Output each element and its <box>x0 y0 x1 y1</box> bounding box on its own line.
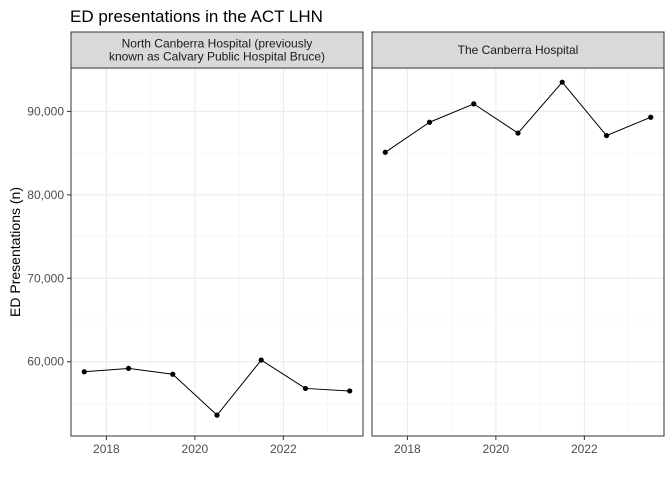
data-point <box>347 388 353 394</box>
facet-strip <box>70 31 364 69</box>
data-point <box>648 114 654 120</box>
facet-strip <box>371 31 665 69</box>
data-point <box>382 149 388 155</box>
x-tick-label: 2022 <box>571 442 598 456</box>
plot-background <box>71 68 363 436</box>
facet-strip-label: The Canberra Hospital <box>458 43 579 57</box>
data-point <box>471 101 477 107</box>
data-point <box>603 132 610 139</box>
x-tick-label: 2018 <box>93 442 120 456</box>
plot-background <box>372 68 664 436</box>
data-point <box>125 365 132 372</box>
y-axis-title: ED Presentations (n) <box>7 187 23 317</box>
y-tick-label: 90,000 <box>27 104 64 118</box>
panel-1: North Canberra Hospital (previouslyknown… <box>27 31 364 456</box>
y-tick-label: 80,000 <box>27 188 64 202</box>
data-point <box>302 385 309 392</box>
facet-panels: North Canberra Hospital (previouslyknown… <box>27 31 665 456</box>
data-point <box>559 79 565 85</box>
facet-strip-label: known as Calvary Public Hospital Bruce) <box>109 50 325 64</box>
data-point <box>170 371 176 377</box>
x-tick-label: 2022 <box>270 442 297 456</box>
x-tick-label: 2020 <box>483 442 510 456</box>
facet-strip-label: North Canberra Hospital (previously <box>122 37 313 51</box>
data-point <box>214 412 220 418</box>
y-tick-label: 60,000 <box>27 355 64 369</box>
panel-2: The Canberra Hospital 2018 2020 2022 <box>371 31 665 456</box>
chart-title: ED presentations in the ACT LHN <box>70 7 323 26</box>
data-point <box>426 119 433 125</box>
x-tick-label: 2018 <box>394 442 421 456</box>
data-point <box>81 369 87 375</box>
data-point <box>258 357 264 363</box>
x-tick-label: 2020 <box>182 442 209 456</box>
data-point <box>515 130 521 136</box>
y-tick-label: 70,000 <box>27 271 64 285</box>
